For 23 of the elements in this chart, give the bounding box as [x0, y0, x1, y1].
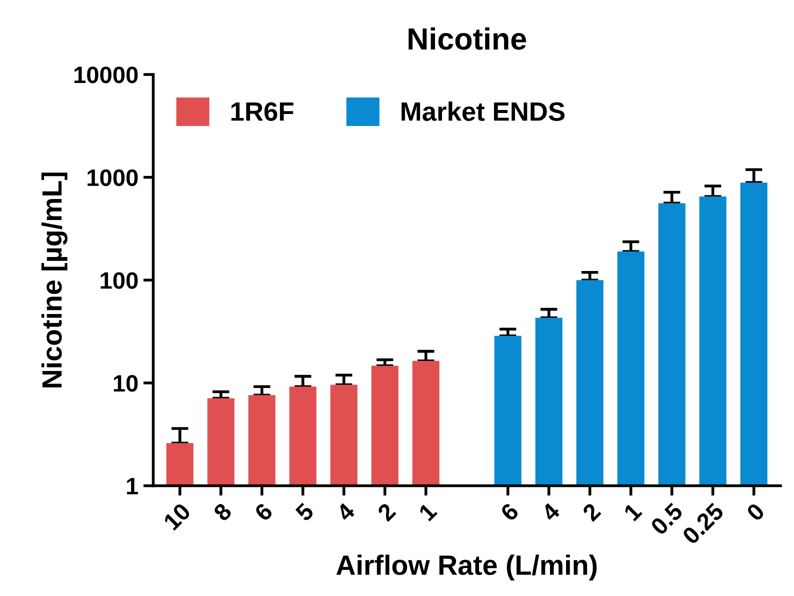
x-axis-title: Airflow Rate (L/min) [336, 554, 597, 581]
y-tick-label: 100 [100, 272, 138, 289]
legend-label: 1R6F [231, 102, 294, 121]
x-tick-label: 8 [212, 502, 233, 522]
x-tick-label: 6 [254, 502, 274, 522]
y-tick-label: 10 [114, 375, 138, 392]
x-tick-label: 0.5 [650, 502, 684, 536]
y-tick-label: 1 [127, 478, 138, 494]
x-tick-label: 4 [540, 502, 561, 522]
x-tick-label: 5 [294, 502, 315, 522]
x-tick-label: 2 [582, 502, 602, 522]
y-tick-label: 10000 [74, 66, 138, 84]
x-tick-label: 6 [500, 502, 520, 522]
chart-title: Nicotine [408, 27, 526, 50]
x-tick-label: 10 [162, 502, 192, 531]
y-axis-title: Nicotine [µg/mL] [41, 172, 68, 388]
x-tick-label: 2 [376, 502, 396, 522]
x-tick-label: 1 [623, 502, 642, 522]
x-tick-label: 4 [335, 502, 356, 522]
y-tick-label: 1000 [88, 169, 138, 186]
legend-label: Market ENDS [402, 102, 565, 121]
x-tick-label: 0 [746, 502, 766, 522]
x-tick-label: 1 [418, 502, 438, 522]
